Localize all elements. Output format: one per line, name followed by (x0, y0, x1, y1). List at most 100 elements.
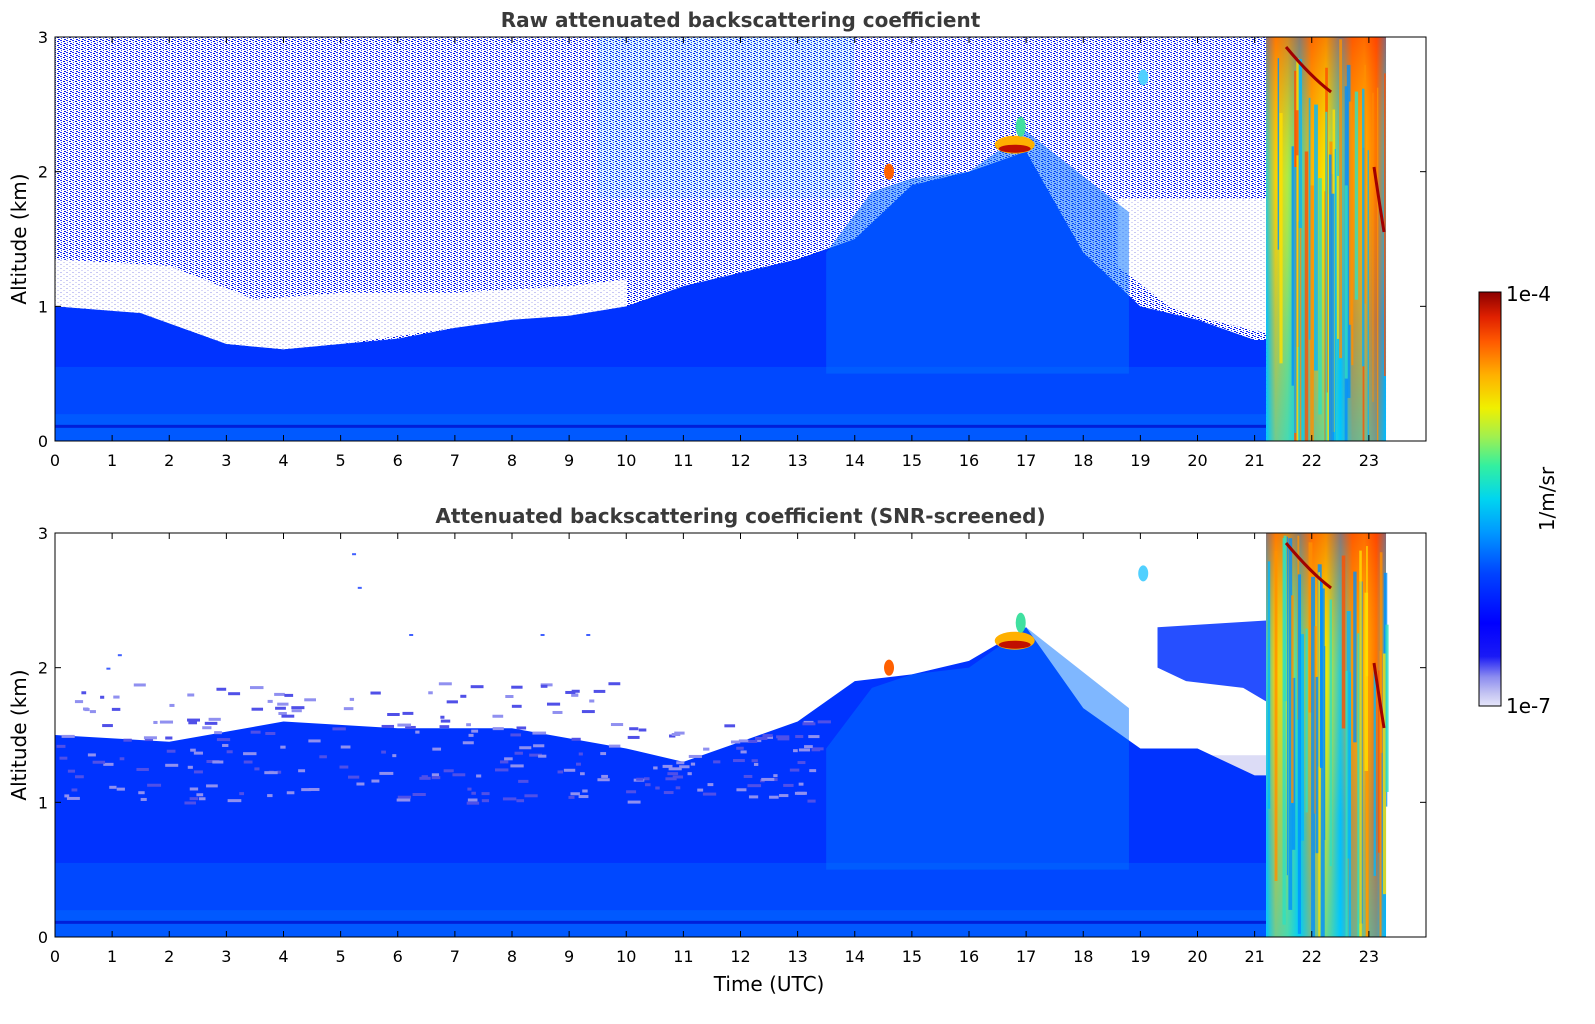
x-tick-label: 6 (393, 947, 403, 966)
screened-y-axis-ticks: 0 1 2 3 (38, 524, 1426, 947)
noise-speck (144, 738, 154, 742)
afternoon-aerosol-layer (826, 627, 1129, 870)
colorbar-max-label: 1e-4 (1506, 282, 1551, 306)
noise-speck (439, 725, 450, 729)
precipitation-stripe (1318, 178, 1322, 415)
noise-speck (761, 777, 775, 781)
noise-speck (809, 769, 817, 773)
x-tick-label: 1 (107, 451, 117, 470)
screened-x-axis-ticks: 0 1 2 3 4 5 6 7 8 9 10 11 12 13 14 15 16 17 18 19 20 21 22 23 (50, 533, 1379, 966)
precipitation-stripe (1267, 561, 1271, 809)
precipitation-stripe (1348, 672, 1351, 937)
noise-speck (776, 735, 790, 739)
noise-speck (113, 695, 120, 699)
clear-air-evening (1117, 198, 1267, 334)
x-tick-label: 13 (787, 947, 807, 966)
noise-speck (276, 770, 282, 774)
noise-speck (516, 726, 527, 730)
precipitation-stripe (1294, 167, 1297, 433)
x-tick-label: 0 (50, 451, 60, 470)
precipitation-stripe (1344, 185, 1348, 379)
noise-speck (510, 733, 522, 737)
noise-speck (356, 782, 365, 786)
noise-speck (92, 760, 106, 764)
noise-speck (267, 794, 273, 798)
x-tick-label: 23 (1359, 451, 1379, 470)
noise-speck (169, 703, 175, 707)
noise-speck (87, 753, 96, 757)
noise-speck (802, 722, 816, 726)
precipitation-stripe (1291, 595, 1294, 803)
x-tick-label: 8 (507, 947, 517, 966)
noise-speck (89, 710, 96, 714)
noise-speck (74, 700, 84, 704)
raw-y-axis-label: Altitude (km) (7, 173, 31, 304)
noise-speck (762, 734, 773, 738)
x-tick-label: 10 (616, 947, 636, 966)
noise-speck (669, 734, 676, 738)
noise-speck (381, 724, 395, 728)
noise-speck (724, 724, 736, 728)
precipitation-stripes (1277, 39, 1386, 441)
noise-speck (138, 791, 145, 795)
noise-speck (71, 788, 78, 792)
noise-speck (608, 744, 621, 748)
x-tick-label: 16 (959, 451, 979, 470)
screened-y-axis-label: Altitude (km) (7, 669, 31, 800)
noise-speck (250, 686, 264, 690)
x-tick-label: 20 (1187, 947, 1207, 966)
noise-speck (343, 707, 354, 711)
noise-speck (516, 799, 525, 803)
y-tick-label: 2 (38, 659, 48, 678)
x-tick-label: 23 (1359, 947, 1379, 966)
noise-speck (250, 730, 261, 734)
noise-speck (529, 753, 543, 757)
noise-speck (589, 699, 595, 703)
noise-speck (274, 692, 285, 696)
noise-speck (357, 586, 362, 589)
noise-speck (216, 687, 227, 691)
noise-speck (67, 769, 76, 773)
y-tick-label: 3 (38, 28, 48, 47)
noise-speck (100, 695, 105, 699)
noise-speck (116, 787, 125, 791)
intense-echo (1284, 46, 1332, 94)
x-tick-label: 7 (450, 947, 460, 966)
x-tick-label: 12 (730, 947, 750, 966)
noise-speck (226, 750, 233, 754)
precipitation-stripe (1334, 148, 1336, 441)
precipitation-stripe (1341, 555, 1346, 729)
noise-speck (755, 736, 768, 740)
y-tick-label: 0 (38, 928, 48, 947)
noise-speck (443, 769, 454, 773)
noise-speck (757, 739, 762, 743)
cloud-core (998, 144, 1031, 153)
noise-speck (797, 761, 806, 765)
noise-speck (777, 737, 790, 741)
precipitation-stripe (1315, 676, 1319, 854)
screened-speckles (56, 553, 831, 805)
noise-speck (415, 730, 420, 734)
x-tick-label: 10 (616, 451, 636, 470)
noise-speck (676, 761, 685, 765)
noise-speck (747, 740, 758, 744)
x-tick-label: 6 (393, 451, 403, 470)
y-tick-label: 3 (38, 524, 48, 543)
noise-speck (568, 795, 575, 799)
precipitation-stripe (1304, 151, 1309, 441)
x-tick-label: 0 (50, 947, 60, 966)
noise-speck (106, 667, 111, 670)
noise-speck (339, 765, 349, 769)
precipitation-stripe (1314, 104, 1318, 371)
x-tick-label: 15 (902, 451, 922, 470)
noise-speck (593, 689, 606, 693)
noise-speck (81, 691, 87, 695)
noise-speck (452, 773, 466, 777)
noise-speck (481, 792, 490, 796)
noise-speck (540, 684, 548, 688)
noise-speck (204, 721, 218, 725)
noise-speck (789, 768, 800, 772)
noise-speck (773, 774, 778, 778)
noise-speck (59, 756, 68, 760)
cloud-top (1015, 612, 1026, 633)
